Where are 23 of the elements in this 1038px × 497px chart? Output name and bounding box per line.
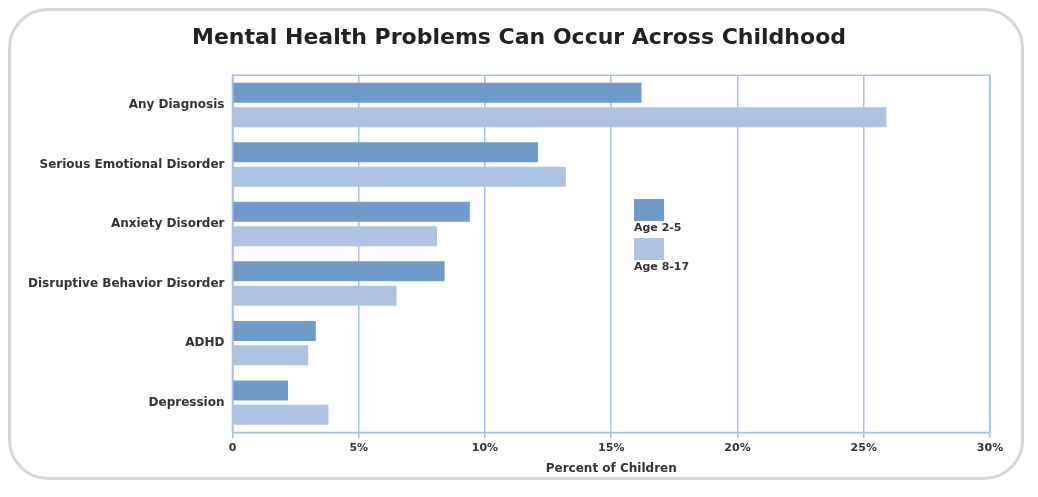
x-tick-label: 5%	[349, 440, 369, 454]
bar	[233, 380, 289, 401]
bar	[233, 261, 445, 282]
x-tick-label: 0	[228, 440, 237, 454]
x-tick-label: 25%	[850, 440, 877, 454]
y-tick-label: Depression	[148, 394, 225, 409]
x-tick-label: 10%	[471, 440, 499, 454]
chart-title: Mental Health Problems Can Occur Across Childhood	[191, 24, 847, 49]
y-tick-label: Any Diagnosis	[128, 97, 225, 112]
legend-label: Age 2-5	[633, 220, 683, 234]
bar	[233, 142, 539, 163]
bar	[233, 201, 470, 222]
x-tick-label: 15%	[598, 440, 625, 454]
bar	[233, 320, 316, 341]
y-tick-label: ADHD	[185, 335, 225, 350]
y-tick-label: Anxiety Disorder	[110, 216, 225, 231]
x-tick-label: 30%	[976, 440, 1004, 454]
y-tick-label: Serious Emotional Disorder	[39, 156, 225, 171]
x-axis-title: Percent of Children	[545, 460, 677, 475]
x-tick-label: 20%	[724, 440, 751, 454]
y-tick-label: Disruptive Behavior Disorder	[28, 275, 225, 290]
bar	[233, 82, 642, 103]
legend-label: Age 8-17	[633, 259, 690, 273]
